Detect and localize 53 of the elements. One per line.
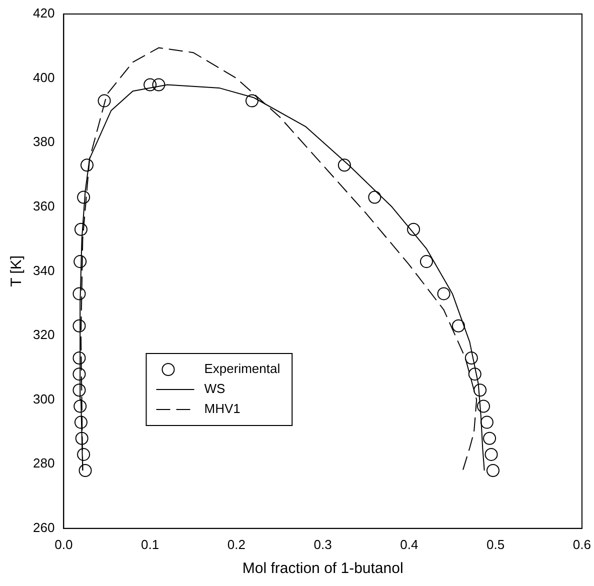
x-tick-label: 0.5	[486, 536, 505, 552]
point	[74, 255, 87, 268]
point	[480, 416, 494, 429]
point	[72, 352, 86, 365]
point	[368, 190, 382, 204]
point	[74, 400, 87, 413]
y-tick-label: 320	[32, 327, 55, 342]
point	[483, 432, 496, 445]
legend-label: WS	[204, 381, 226, 396]
point	[245, 94, 258, 108]
y-axis-title: T [K]	[8, 255, 26, 287]
point	[144, 78, 157, 92]
point	[464, 352, 478, 365]
point	[468, 368, 482, 381]
point	[72, 287, 86, 300]
point	[72, 384, 86, 397]
x-tick-label: 0.2	[227, 536, 246, 552]
x-tick-label: 0.6	[572, 536, 592, 552]
x-tick-label: 0.1	[141, 536, 160, 552]
y-tick-label: 400	[32, 70, 55, 85]
point	[452, 319, 465, 332]
point	[474, 384, 487, 397]
y-tick-label: 420	[32, 6, 55, 21]
legend-label: Experimental	[204, 361, 280, 376]
point	[338, 158, 351, 172]
point	[78, 464, 92, 478]
point	[72, 319, 86, 332]
point	[407, 222, 420, 236]
point	[80, 158, 94, 172]
point	[98, 94, 111, 108]
point	[74, 222, 88, 236]
point	[476, 400, 490, 413]
x-tick-label: 0.4	[400, 536, 418, 552]
point	[152, 78, 166, 92]
point	[420, 255, 433, 268]
y-tick-label: 300	[32, 391, 55, 406]
point	[77, 448, 90, 461]
y-tick-label: 260	[32, 520, 55, 535]
y-tick-label: 380	[32, 134, 55, 150]
point	[72, 368, 86, 381]
x-tick-label: 0.0	[54, 536, 73, 552]
point	[74, 416, 88, 429]
x-tick-label: 0.3	[314, 536, 332, 552]
x-axis-title: Mol fraction of 1-butanol	[242, 560, 404, 578]
point	[486, 464, 500, 478]
point	[437, 287, 450, 300]
point	[484, 448, 498, 461]
y-tick-label: 360	[32, 198, 55, 214]
legend-label: MHV1	[204, 401, 240, 416]
y-tick-label: 340	[32, 262, 55, 278]
point	[77, 190, 90, 204]
y-tick-label: 280	[32, 456, 55, 471]
point	[75, 432, 88, 445]
